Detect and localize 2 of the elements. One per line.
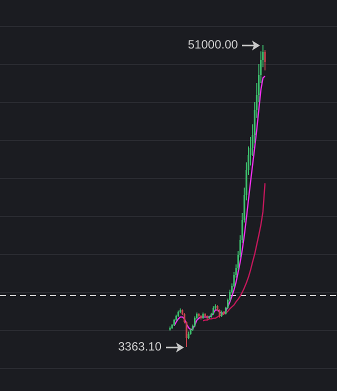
- text: 3363.10: [118, 339, 162, 354]
- annotation: 51000.00: [188, 37, 238, 52]
